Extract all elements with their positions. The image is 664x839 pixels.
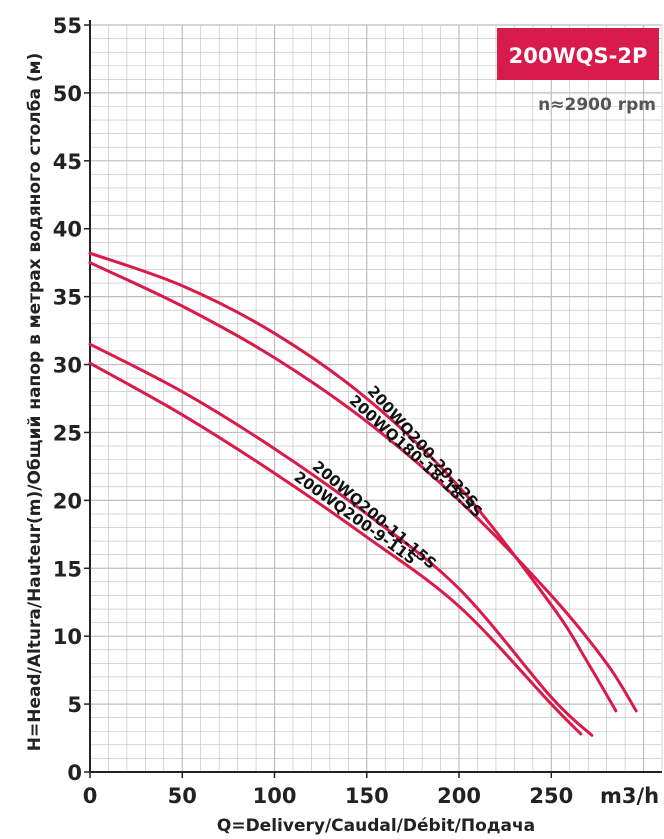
x-tick-label: 0 [83,784,98,808]
grid [89,24,663,773]
y-axis-title: H=Head/Altura/Hauteur(m)/Общий напор в м… [25,53,45,752]
y-tick-label: 0 [67,761,82,785]
title-badge [497,28,659,80]
y-tick-label: 40 [53,218,82,242]
y-tick-label: 10 [53,625,82,649]
x-tick-label: 100 [253,784,297,808]
series-line-1 [88,251,618,713]
y-tick-label: 55 [53,14,82,38]
series-label-3: 200WQ200-11-15S [309,457,440,573]
series-line-3 [88,342,594,737]
chart-subtitle: n≈2900 rpm [538,95,656,115]
y-tick-label: 50 [53,82,82,106]
chart-title: 200WQS-2P [509,44,648,68]
y-tick-label: 20 [53,489,82,513]
y-tick-label: 5 [67,693,82,717]
y-tick-label: 45 [53,150,82,174]
series-line-2 [88,261,638,713]
series-line-4 [88,361,583,736]
y-tick-label: 15 [53,557,82,581]
series-label-4: 200WQ200-9-11S [291,468,420,569]
tick-labels: 0 5 10 15 20 25 30 35 40 45 50 55 0 50 100 150 200 250 [53,14,573,808]
x-axis-title: Q=Delivery/Caudal/Débit/Подача [217,816,535,836]
y-tick-label: 25 [53,421,82,445]
x-tick-label: 200 [437,784,481,808]
x-unit-label: m3/h [600,784,659,808]
series [88,251,638,737]
y-tick-label: 35 [53,286,82,310]
x-tick-label: 250 [529,784,573,808]
x-tick-label: 150 [345,784,389,808]
axes [89,20,662,773]
y-tick-label: 30 [53,354,82,378]
x-tick-label: 50 [168,784,197,808]
